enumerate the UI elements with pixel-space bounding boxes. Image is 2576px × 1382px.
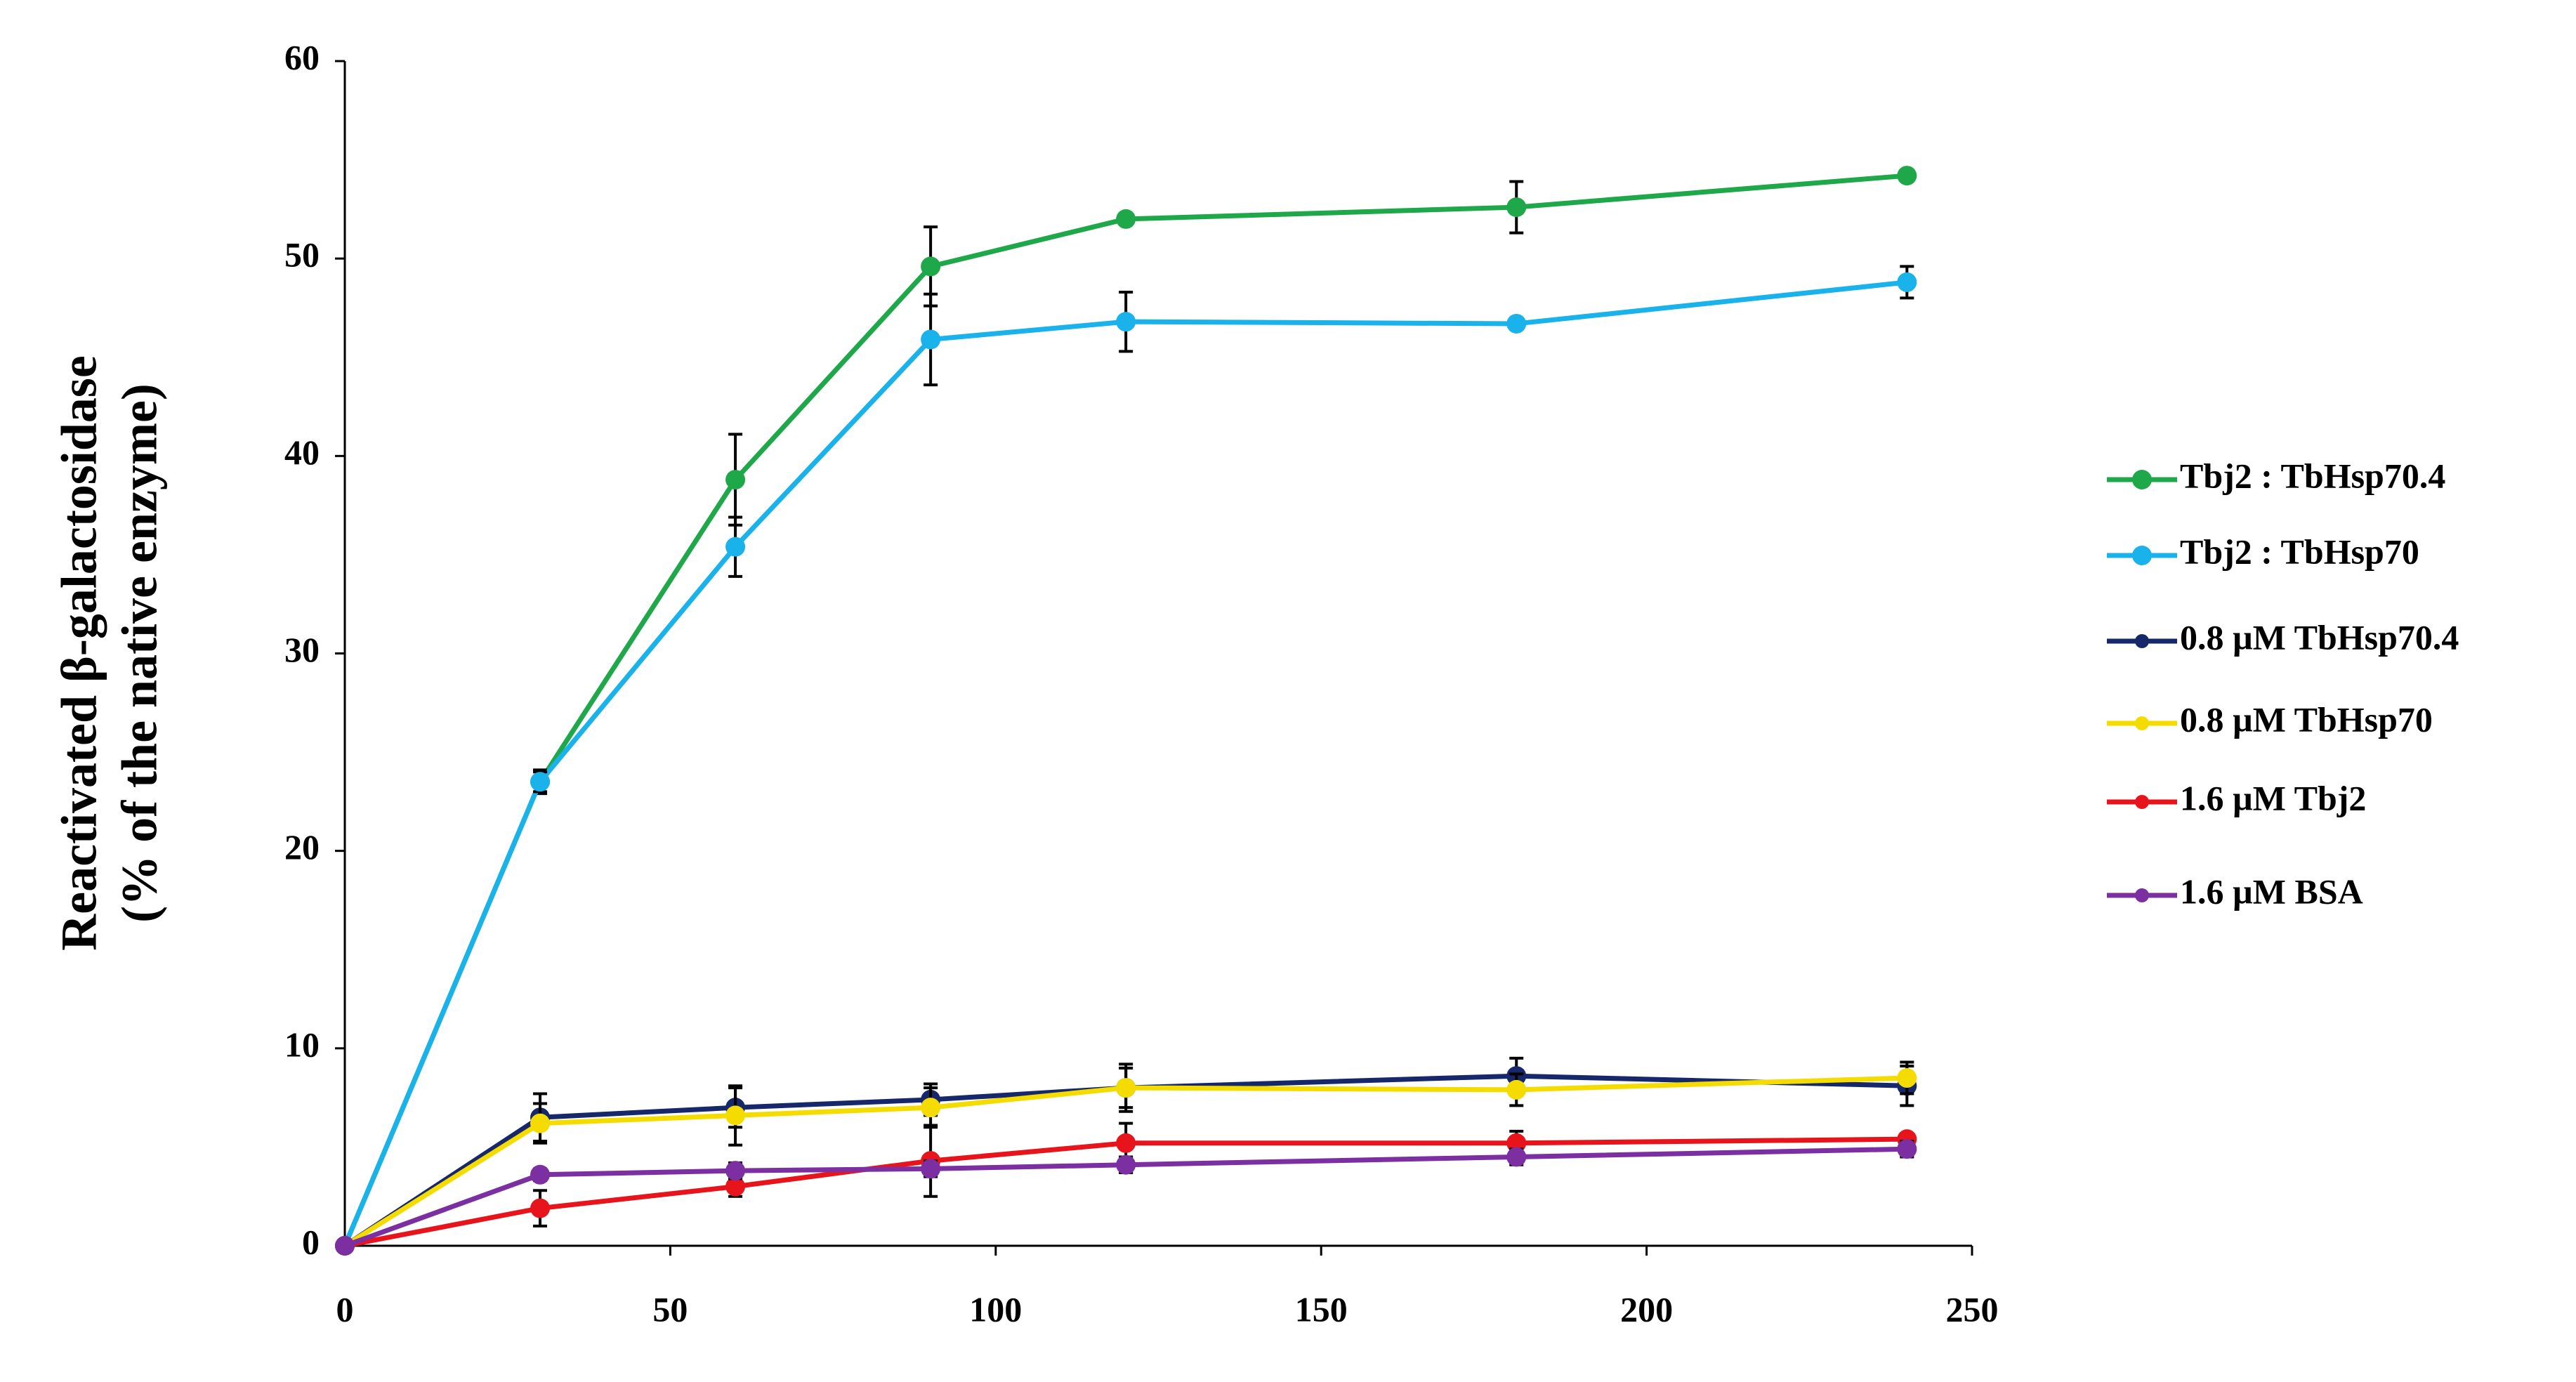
y-tick-label: 10 [284,1025,320,1064]
point [921,329,941,350]
legend-entry: 1.6 µM BSA [2107,871,2363,911]
legend-label: 0.8 µM TbHsp70.4 [2180,617,2459,657]
x-tick-label: 250 [1946,1289,1999,1329]
legend-label: 0.8 µM TbHsp70 [2180,699,2433,739]
point [1897,166,1917,186]
point [725,1161,746,1181]
point [725,470,746,490]
point [1116,209,1136,229]
legend-marker [2135,795,2149,809]
x-tick-label: 50 [652,1289,688,1329]
point [1897,1139,1917,1159]
point [1897,272,1917,292]
point [1506,313,1527,334]
point [1116,1154,1136,1175]
point [1506,197,1527,218]
point [921,256,941,277]
point [530,772,551,792]
series [335,1121,1917,1256]
x-tick-label: 100 [969,1289,1022,1329]
y-tick-label: 0 [302,1222,320,1261]
legend-marker [2135,888,2149,902]
point [335,1236,355,1256]
legend-marker [2132,546,2152,565]
point [1897,1068,1917,1088]
point [530,1198,551,1218]
y-tick-label: 50 [284,235,320,275]
point [1116,312,1136,332]
legend-label: Tbj2 : TbHsp70.4 [2180,456,2445,495]
point [1506,1079,1527,1100]
legend-marker [2135,716,2149,730]
y-tick-label: 20 [284,827,320,867]
y-tick-label: 40 [284,433,320,472]
legend-entry: Tbj2 : TbHsp70 [2107,532,2419,571]
point [530,1164,551,1185]
point [1116,1078,1136,1098]
point [725,537,746,557]
x-tick-label: 200 [1620,1289,1673,1329]
point [921,1159,941,1179]
point [921,1098,941,1118]
legend-entry: 0.8 µM TbHsp70 [2107,699,2433,739]
legend-marker [2132,470,2152,489]
y-axis-title-line: Reactivated β-galactosidase [51,355,107,951]
legend-label: Tbj2 : TbHsp70 [2180,532,2419,571]
series [335,1060,1917,1256]
legend-label: 1.6 µM Tbj2 [2180,778,2366,817]
y-axis-title: Reactivated β-galactosidase (% of the na… [51,355,168,951]
series [335,1139,1917,1256]
legend-marker [2135,634,2149,648]
legend-entry: Tbj2 : TbHsp70.4 [2107,456,2445,495]
point [725,1176,746,1197]
legend-entry: 0.8 µM TbHsp70.4 [2107,617,2459,657]
point [530,1113,551,1133]
point [725,1105,746,1126]
legend-entry: 1.6 µM Tbj2 [2107,778,2366,817]
point [1116,1133,1136,1153]
x-tick-label: 150 [1295,1289,1348,1329]
y-tick-label: 60 [284,37,320,77]
legend-label: 1.6 µM BSA [2180,871,2363,911]
y-tick-label: 30 [284,630,320,669]
x-tick-label: 0 [336,1289,354,1329]
point [1506,1147,1527,1167]
y-axis-title-line: (% of the native enzyme) [112,383,168,923]
